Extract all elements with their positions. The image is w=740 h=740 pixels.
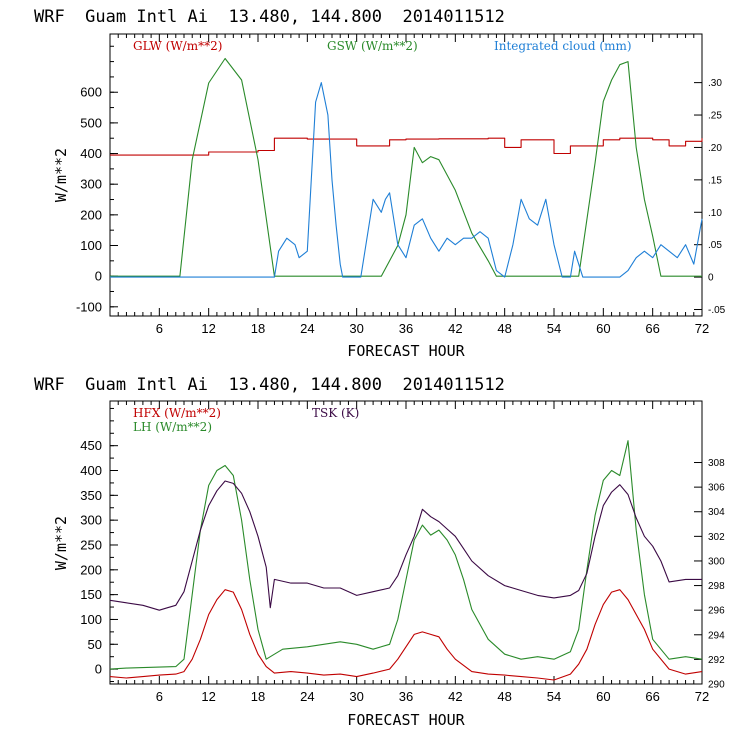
chart1-ytick-label: 200 [80, 207, 102, 222]
chart2-y2tick-label: 306 [708, 483, 725, 494]
chart2-xtick-label: 30 [349, 689, 363, 704]
chart2-xtick-label: 54 [547, 689, 561, 704]
chart1-y2tick-label: -.05 [708, 305, 726, 316]
chart1-y2tick-label: .20 [708, 143, 722, 154]
chart2-y2tick-label: 296 [708, 606, 725, 617]
chart1-xtick-label: 66 [645, 321, 659, 336]
chart2-ytick-label: 50 [88, 637, 102, 652]
chart1-legend-gsw: GSW (W/m**2) [327, 39, 418, 53]
chart2-ylabel: W/m**2 [52, 516, 70, 570]
chart1-ytick-label: 100 [80, 238, 102, 253]
chart2-series-tsk [109, 480, 702, 611]
chart2-series-lh [109, 440, 703, 670]
chart1-y2tick-label: .05 [708, 240, 722, 251]
chart1-ytick-label: 300 [80, 177, 102, 192]
chart2-xtick-label: 36 [399, 689, 413, 704]
chart2-xtick-label: 72 [695, 689, 709, 704]
chart2-y2tick-label: 300 [708, 556, 725, 567]
chart2-xtick-label: 24 [300, 689, 314, 704]
chart1-series-glw [110, 137, 703, 156]
chart1-xtick-label: 72 [695, 321, 709, 336]
chart1-y2tick-label: .25 [708, 111, 722, 122]
chart1-xtick-label: 30 [349, 321, 363, 336]
chart2-xtick-label: 18 [251, 689, 265, 704]
chart2-ytick-label: 300 [80, 513, 102, 528]
chart1-xtick-label: 42 [448, 321, 462, 336]
chart1-xtick-label: 24 [300, 321, 314, 336]
chart1-xtick-label: 36 [399, 321, 413, 336]
chart1-xtick-label: 54 [547, 321, 561, 336]
chart1-ylabel: W/m**2 [52, 148, 70, 202]
chart2-legend-tsk: TSK (K) [312, 406, 359, 420]
chart2-xtick-label: 6 [156, 689, 163, 704]
chart2-xtick-label: 42 [448, 689, 462, 704]
chart1-y2tick-label: 0 [708, 273, 714, 284]
chart2-xtick-label: 60 [596, 689, 610, 704]
chart2-y2tick-label: 290 [708, 680, 725, 691]
chart1-ytick-label: 400 [80, 146, 102, 161]
chart2-y2tick-label: 294 [708, 630, 725, 641]
chart1-xlabel: FORECAST HOUR [347, 342, 465, 360]
chart2-ytick-label: 0 [95, 662, 102, 677]
chart1-xtick-label: 18 [251, 321, 265, 336]
chart1-ytick-label: 500 [80, 115, 102, 130]
chart1-title: WRF Guam Intl Ai 13.480, 144.800 2014011… [34, 7, 505, 27]
chart2-y2tick-label: 304 [708, 507, 725, 518]
chart1-legend-cloud: Integrated cloud (mm) [494, 39, 632, 53]
chart1-y2tick-label: .30 [708, 78, 722, 89]
chart2-ytick-label: 200 [80, 562, 102, 577]
chart1-ytick-label: 0 [95, 269, 102, 284]
chart2-y2tick-label: 292 [708, 655, 725, 666]
chart2-ytick-label: 150 [80, 587, 102, 602]
chart1-series-gsw [110, 57, 702, 277]
chart2-y2tick-label: 308 [708, 458, 725, 469]
chart2-title: WRF Guam Intl Ai 13.480, 144.800 2014011… [34, 375, 505, 395]
chart2-panel: 6 12 18 24 30 36 42 48 54 60 66 72 0 50 100 150 200 250 30… [52, 400, 725, 729]
chart2-xlabel: FORECAST HOUR [347, 711, 465, 729]
chart1-ytick-label: -100 [76, 299, 102, 314]
chart2-y2tick-label: 298 [708, 581, 725, 592]
chart2-y2tick-label: 302 [708, 532, 725, 543]
chart1-xtick-label: 48 [497, 321, 511, 336]
chart2-xtick-label: 12 [201, 689, 215, 704]
chart1-xtick-label: 60 [596, 321, 610, 336]
chart1-series-integrated [110, 82, 703, 278]
chart1-y2tick-label: .15 [708, 175, 722, 186]
chart1-panel: 6 12 18 24 30 36 42 48 54 60 66 72 -100 0 100 200 300 400… [52, 33, 726, 360]
chart2-ytick-label: 250 [80, 537, 102, 552]
chart1-ytick-label: 600 [80, 85, 102, 100]
chart1-xtick-label: 6 [156, 321, 163, 336]
chart2-legend-lh: LH (W/m**2) [133, 420, 212, 434]
chart2-legend-hfx: HFX (W/m**2) [133, 406, 221, 420]
chart2-xtick-label: 66 [645, 689, 659, 704]
chart2-ytick-label: 450 [80, 438, 102, 453]
chart2-xtick-label: 48 [497, 689, 511, 704]
chart1-y2tick-label: .10 [708, 208, 722, 219]
chart1-legend-glw: GLW (W/m**2) [133, 39, 222, 53]
chart2-ytick-label: 400 [80, 463, 102, 478]
chart2-series-hfx [109, 589, 703, 681]
chart1-xtick-label: 12 [201, 321, 215, 336]
chart2-ytick-label: 100 [80, 612, 102, 627]
chart2-ytick-label: 350 [80, 488, 102, 503]
